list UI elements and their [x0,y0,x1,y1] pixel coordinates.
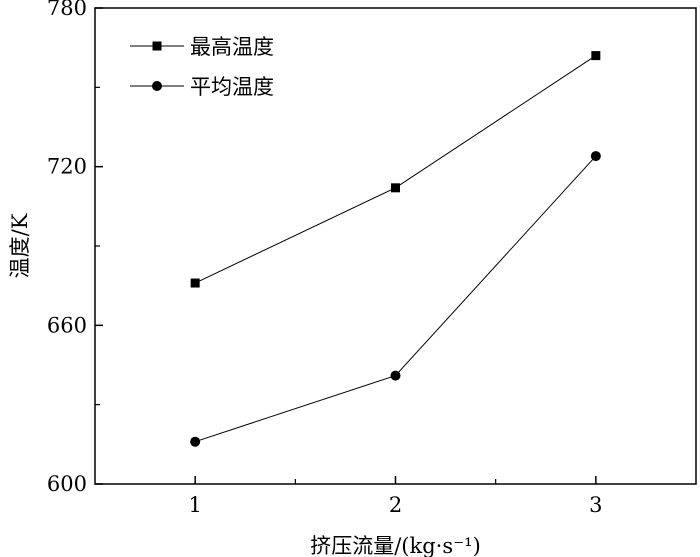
legend-marker [152,81,162,91]
data-point [590,151,601,162]
legend-label: 最高温度 [190,35,274,59]
y-tick-label: 780 [47,0,87,20]
x-tick-label: 1 [188,493,201,517]
data-point [190,436,201,447]
x-axis-title: 挤压流量/(kg·s⁻¹) [310,534,481,557]
data-point [591,51,601,61]
x-tick-label: 3 [589,493,602,517]
legend-marker [152,41,162,51]
plot-frame [94,7,697,485]
y-tick-label: 720 [47,155,87,179]
data-point [391,183,400,193]
x-tick-label: 2 [389,493,402,517]
plot-area [94,7,697,485]
series-group [190,51,601,447]
y-tick-label: 660 [47,313,87,337]
series-line-2 [195,155,597,443]
axes: 600 660 720 780 1 2 3 [47,0,603,517]
legend-label: 平均温度 [190,75,274,99]
data-point [390,370,401,381]
data-point [190,278,200,288]
y-axis-title: 温度/K [8,213,32,278]
y-tick-label: 600 [47,472,87,496]
